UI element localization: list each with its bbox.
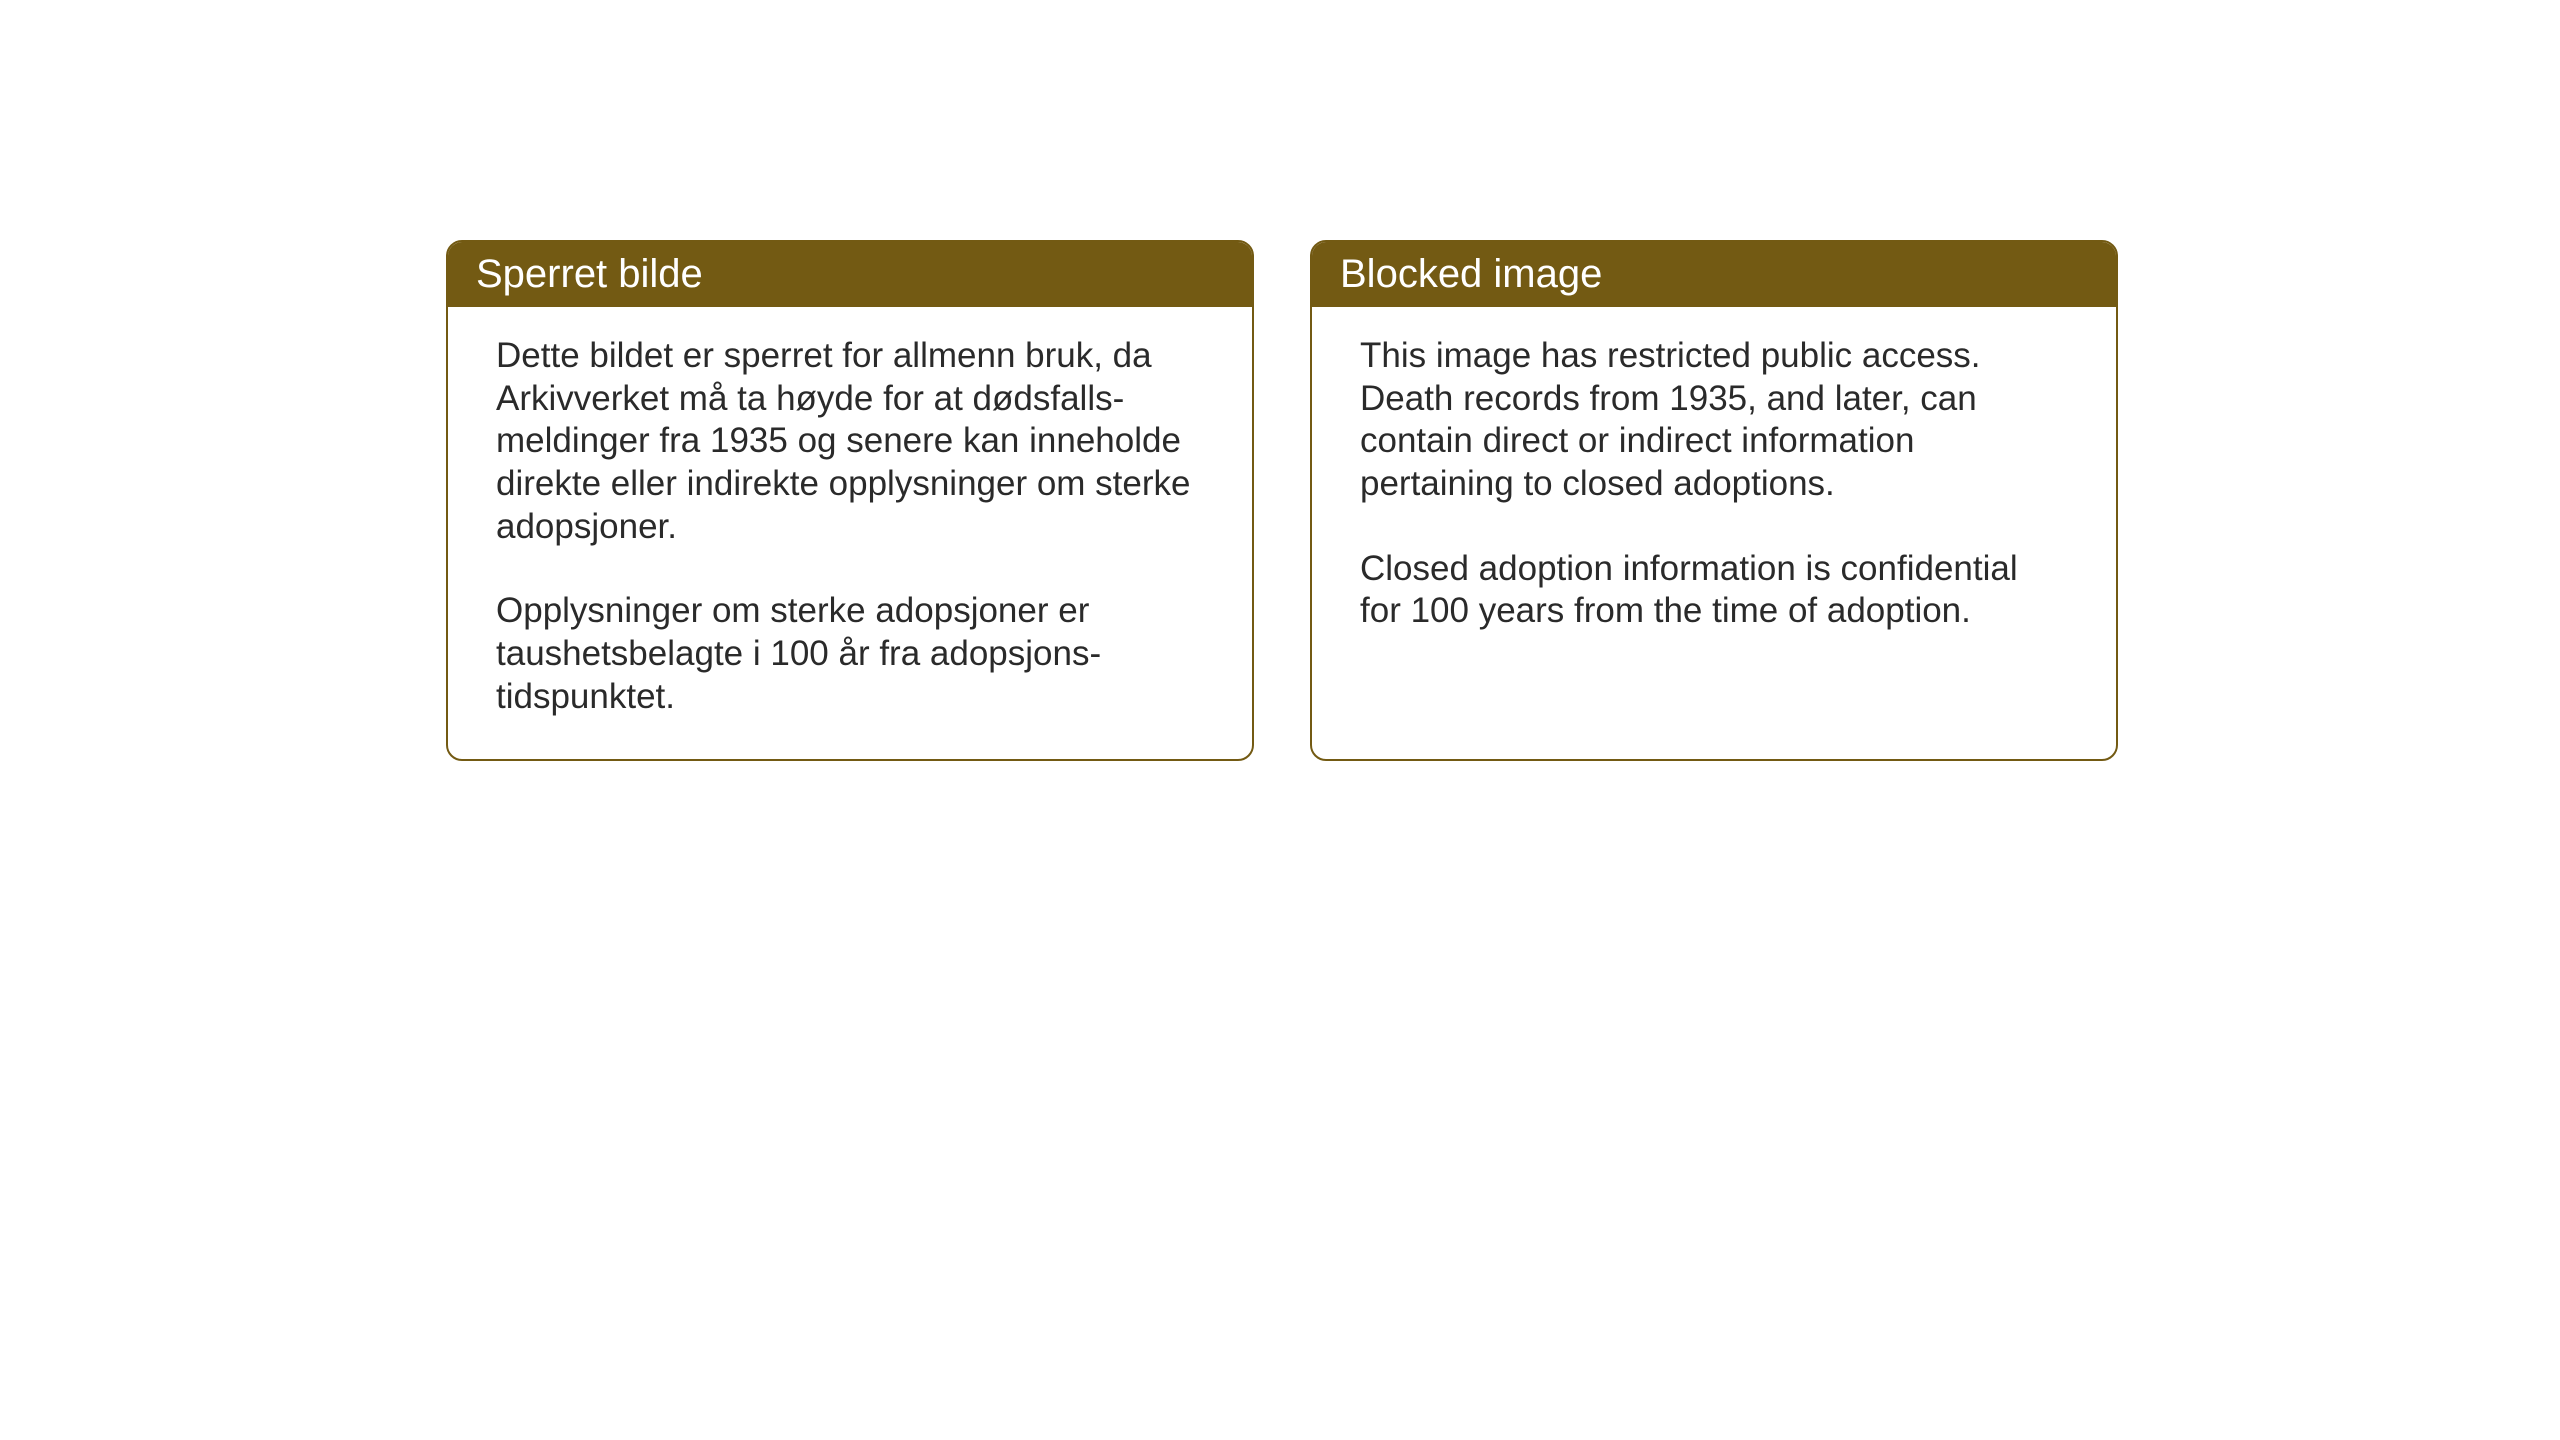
card-title-english: Blocked image [1340, 252, 1602, 296]
card-paragraph-2-english: Closed adoption information is confident… [1360, 548, 2068, 633]
card-title-norwegian: Sperret bilde [476, 252, 703, 296]
notice-cards-container: Sperret bilde Dette bildet er sperret fo… [446, 240, 2118, 761]
card-header-norwegian: Sperret bilde [448, 242, 1252, 307]
card-paragraph-1-norwegian: Dette bildet er sperret for allmenn bruk… [496, 335, 1204, 548]
notice-card-norwegian: Sperret bilde Dette bildet er sperret fo… [446, 240, 1254, 761]
notice-card-english: Blocked image This image has restricted … [1310, 240, 2118, 761]
card-header-english: Blocked image [1312, 242, 2116, 307]
card-paragraph-1-english: This image has restricted public access.… [1360, 335, 2068, 506]
card-paragraph-2-norwegian: Opplysninger om sterke adopsjoner er tau… [496, 590, 1204, 718]
card-body-english: This image has restricted public access.… [1312, 307, 2116, 745]
card-body-norwegian: Dette bildet er sperret for allmenn bruk… [448, 307, 1252, 759]
